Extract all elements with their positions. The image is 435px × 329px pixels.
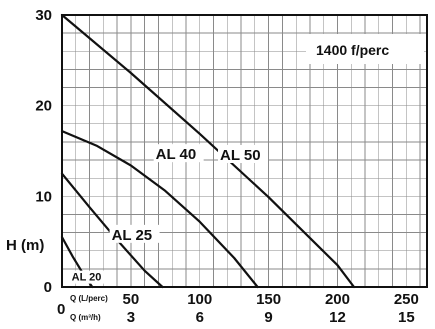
series-line-al-40 bbox=[60, 130, 259, 289]
series-labels: AL 50 AL 40 AL 25 AL 20 bbox=[69, 144, 268, 284]
plot-frame bbox=[61, 14, 428, 288]
origin-label: 0 bbox=[57, 301, 65, 318]
series-label-al-40: AL 40 bbox=[156, 146, 197, 163]
series-label-bg bbox=[153, 144, 204, 163]
x-tick-label-primary: 100 bbox=[187, 291, 212, 308]
x-tick-label-secondary: 6 bbox=[196, 309, 204, 326]
x-axis-label-secondary: Q (m³/h) bbox=[70, 313, 101, 322]
speed-annotation: 1400 f/perc bbox=[316, 42, 389, 58]
series-label-bg bbox=[69, 270, 108, 284]
y-axis-label: H (m) bbox=[6, 237, 44, 254]
series-label-al-50: AL 50 bbox=[220, 147, 261, 164]
series-line-al-50 bbox=[60, 13, 356, 289]
x-tick-label-secondary: 12 bbox=[329, 309, 346, 326]
series-label-bg bbox=[218, 145, 268, 163]
x-axis-label-primary: Q (L/perc) bbox=[70, 294, 108, 303]
y-tick-label: 10 bbox=[35, 188, 52, 205]
x-tick-label-primary: 50 bbox=[123, 291, 140, 308]
tick-labels: 0 10 20 30 50 100 150 200 250 3 6 9 12 15 bbox=[35, 7, 419, 326]
y-tick-label: 0 bbox=[44, 279, 52, 296]
x-tick-label-primary: 250 bbox=[394, 291, 419, 308]
x-tick-label-secondary: 3 bbox=[127, 309, 135, 326]
series-label-al-20: AL 20 bbox=[72, 272, 102, 284]
x-tick-label-primary: 200 bbox=[325, 291, 350, 308]
curves bbox=[60, 13, 356, 289]
series-label-al-25: AL 25 bbox=[112, 227, 153, 244]
y-tick-label: 30 bbox=[35, 7, 52, 24]
y-tick-label: 20 bbox=[35, 98, 52, 115]
series-label-bg bbox=[109, 224, 160, 243]
x-tick-label-secondary: 15 bbox=[398, 309, 415, 326]
annotation-box bbox=[306, 34, 424, 64]
x-tick-label-secondary: 9 bbox=[264, 309, 272, 326]
x-tick-label-primary: 150 bbox=[256, 291, 281, 308]
